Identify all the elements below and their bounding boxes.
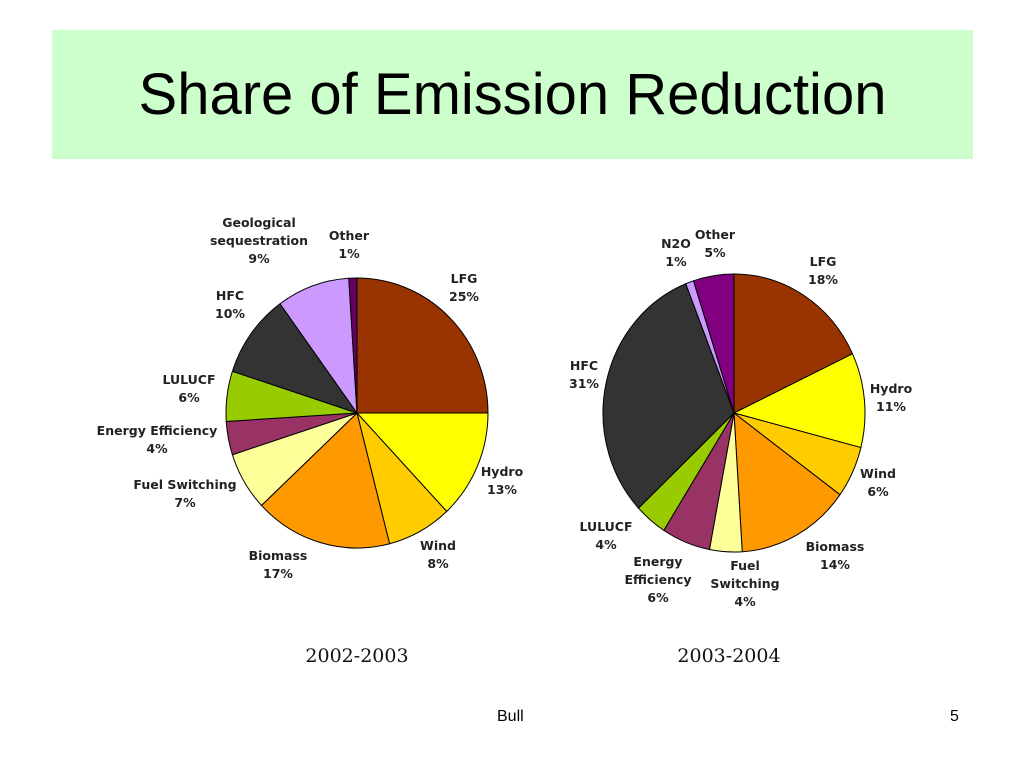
slice-percent: 9% <box>248 251 270 266</box>
slice-label-hydro: Hydro 13% <box>481 464 524 497</box>
chart-caption-2003-2004: 2003-2004 <box>677 645 780 667</box>
slice-label-lfg: LFG 25% <box>449 271 479 304</box>
slice-percent: 6% <box>867 484 889 499</box>
slice-label-wind: Wind 6% <box>860 466 896 499</box>
slice-name: LULUCF <box>579 519 632 534</box>
pie-chart-2003-2004: LFG 18% Hydro 11% Wind 6% Biomass 14% Fuel Switch… <box>569 227 913 609</box>
slice-label-lulucf: LULUCF 4% <box>579 519 632 552</box>
slice-name-part: Geological <box>222 215 296 230</box>
slice-percent: 25% <box>449 289 479 304</box>
slice-label-wind: Wind 8% <box>420 538 456 571</box>
slice-name-part: Fuel <box>730 558 760 573</box>
slice-name: Other <box>695 227 736 242</box>
pie-slice-hfc <box>231 303 359 414</box>
slide-page-number: 5 <box>950 708 959 725</box>
slice-percent: 14% <box>820 557 850 572</box>
title-banner: Share of Emission Reduction <box>52 30 973 159</box>
slice-label-fuel-switching: Fuel Switching 7% <box>133 477 236 510</box>
pie-slice-lfg <box>356 277 489 414</box>
chart-caption-2002-2003: 2002-2003 <box>305 645 408 667</box>
slice-percent: 6% <box>178 390 200 405</box>
slice-label-hydro: Hydro 11% <box>870 381 913 414</box>
slice-name: Hydro <box>870 381 913 396</box>
slice-percent: 10% <box>215 306 245 321</box>
slice-label-n2o: N2O 1% <box>661 236 691 269</box>
slice-label-geological-sequestration: Geological sequestration 9% <box>210 215 308 266</box>
slice-percent: 1% <box>338 246 360 261</box>
slice-name-part: Energy <box>633 554 682 569</box>
slice-label-hfc: HFC 31% <box>569 358 599 391</box>
pie-slice-other <box>348 277 358 414</box>
slice-label-energy-efficiency: Energy Efficiency 6% <box>624 554 691 605</box>
pie-slice-hfc <box>602 283 735 509</box>
pie-slice-lfg <box>733 273 854 414</box>
slice-label-other: Other 5% <box>695 227 736 260</box>
slice-name: Wind <box>860 466 896 481</box>
slice-percent: 5% <box>704 245 726 260</box>
slice-label-biomass: Biomass 14% <box>806 539 865 572</box>
slice-percent: 8% <box>427 556 449 571</box>
slice-percent: 6% <box>647 590 669 605</box>
footer-author: Bull <box>497 708 524 725</box>
slice-name: Biomass <box>249 548 308 563</box>
slice-label-lulucf: LULUCF 6% <box>162 372 215 405</box>
pie-slice-hydro <box>732 353 866 449</box>
slice-name: LFG <box>451 271 478 286</box>
slice-name: Biomass <box>806 539 865 554</box>
slice-name: Wind <box>420 538 456 553</box>
slice-name: HFC <box>216 288 244 303</box>
pie-chart-2002-2003: LFG 25% Hydro 13% Wind 8% Biomass 17% Fuel Switc… <box>97 215 524 581</box>
slice-percent: 4% <box>146 441 168 456</box>
slice-name-part: Efficiency <box>624 572 691 587</box>
slice-percent: 13% <box>487 482 517 497</box>
slice-name: Energy Efficiency <box>97 423 218 438</box>
slice-percent: 4% <box>734 594 756 609</box>
pie-slice-biomass <box>733 411 841 553</box>
slide-title: Share of Emission Reduction <box>138 62 887 127</box>
slice-name: N2O <box>661 236 691 251</box>
slice-percent: 31% <box>569 376 599 391</box>
slice-name: Fuel Switching <box>133 477 236 492</box>
slice-label-hfc: HFC 10% <box>215 288 245 321</box>
slice-label-lfg: LFG 18% <box>808 254 838 287</box>
slice-name-part: sequestration <box>210 233 308 248</box>
slice-name: LFG <box>810 254 837 269</box>
slice-name: Hydro <box>481 464 524 479</box>
slice-label-other: Other 1% <box>329 228 370 261</box>
slice-label-biomass: Biomass 17% <box>249 548 308 581</box>
slice-percent: 18% <box>808 272 838 287</box>
pie-slice-hydro <box>355 412 489 513</box>
slice-name: HFC <box>570 358 598 373</box>
slice-label-fuel-switching: Fuel Switching 4% <box>710 558 779 609</box>
pie-slice-other <box>692 273 735 414</box>
slice-percent: 7% <box>174 495 196 510</box>
slice-percent: 11% <box>876 399 906 414</box>
slice-label-energy-efficiency: Energy Efficiency 4% <box>97 423 218 456</box>
slice-percent: 17% <box>263 566 293 581</box>
slice-percent: 1% <box>665 254 687 269</box>
pie-slice-biomass <box>260 412 391 549</box>
slice-name: LULUCF <box>162 372 215 387</box>
slice-name: Other <box>329 228 370 243</box>
slice-name-part: Switching <box>710 576 779 591</box>
slice-percent: 4% <box>595 537 617 552</box>
